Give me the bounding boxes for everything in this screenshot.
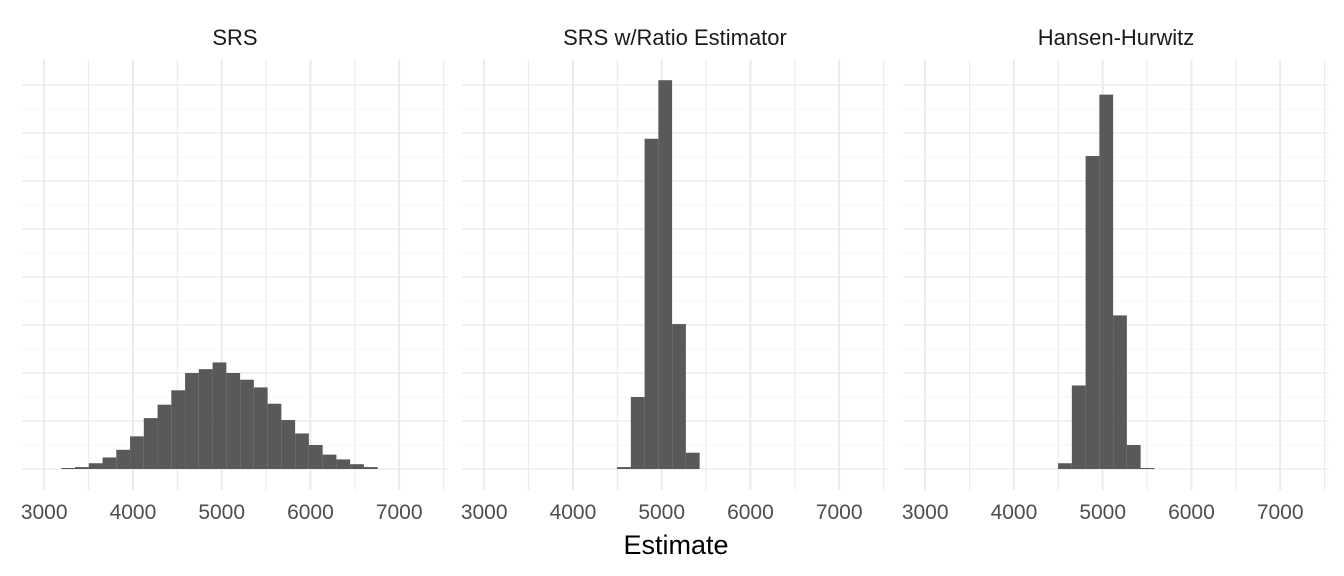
histogram-bar: [267, 403, 282, 469]
histogram-bar: [157, 404, 172, 469]
histogram-bar: [253, 387, 268, 469]
facet-title-srs-ratio: SRS w/Ratio Estimator: [563, 25, 787, 50]
x-tick-label: 5000: [198, 501, 245, 524]
x-tick-label: 6000: [287, 501, 334, 524]
x-tick-label: 5000: [638, 501, 685, 524]
histogram-bar: [322, 454, 337, 469]
histogram-bar: [672, 324, 686, 469]
histogram-bar: [350, 464, 364, 469]
histogram-bar: [1058, 463, 1072, 469]
x-tick-label: 4000: [550, 501, 597, 524]
histogram-bar: [1071, 385, 1086, 469]
histogram-bar: [212, 362, 227, 469]
facet-title-srs: SRS: [212, 25, 257, 50]
histogram-bar: [1113, 315, 1127, 469]
histogram-bar: [75, 467, 89, 469]
histogram-bar: [1099, 94, 1114, 469]
facet-panel-srs: 3000 4000 5000 6000 7000 SRS: [21, 25, 448, 524]
histogram-bar: [617, 467, 631, 469]
histogram-bar: [88, 463, 103, 469]
histogram-bar: [295, 433, 309, 469]
histogram-bar: [308, 445, 323, 469]
histogram-bar: [644, 138, 659, 469]
histogram-bar: [130, 436, 144, 469]
histogram-bar: [363, 467, 378, 469]
x-tick-label: 3000: [21, 501, 68, 524]
histogram-bar: [658, 80, 673, 469]
x-tick-label: 4000: [991, 501, 1038, 524]
facet-panel-hansen-hurwitz: 3000 4000 5000 6000 7000 Hansen-Hurwitz: [902, 25, 1329, 524]
histogram-bar: [685, 452, 700, 469]
histogram-bar: [185, 373, 199, 469]
histogram-bar: [116, 449, 131, 469]
histogram-bar: [198, 369, 213, 469]
x-tick-label: 7000: [816, 501, 863, 524]
x-tick-label: 3000: [461, 501, 508, 524]
x-tick-label: 4000: [110, 501, 157, 524]
histogram-bar: [281, 420, 296, 469]
histogram-bar: [61, 468, 76, 469]
histogram-bar: [1126, 445, 1141, 469]
histogram-bar: [226, 373, 241, 469]
x-tick-label: 5000: [1079, 501, 1126, 524]
x-axis-title: Estimate: [623, 530, 728, 560]
histogram-bar: [143, 418, 158, 469]
facet-title-hansen-hurwitz: Hansen-Hurwitz: [1038, 25, 1195, 50]
histogram-bar: [240, 379, 254, 469]
x-tick-label: 6000: [727, 501, 774, 524]
histogram-bar: [102, 457, 117, 469]
x-tick-label: 7000: [1257, 501, 1304, 524]
x-tick-label: 3000: [902, 501, 949, 524]
histogram-bar: [1140, 468, 1155, 469]
histogram-bar: [630, 397, 645, 469]
histogram-bar: [336, 459, 351, 469]
facet-panel-srs-ratio: 3000 4000 5000 6000 7000 SRS w/Ratio Estimat…: [461, 25, 888, 524]
histogram-bar: [1085, 156, 1100, 470]
x-tick-label: 7000: [376, 501, 423, 524]
x-tick-label: 6000: [1168, 501, 1215, 524]
histogram-bar: [171, 390, 186, 469]
